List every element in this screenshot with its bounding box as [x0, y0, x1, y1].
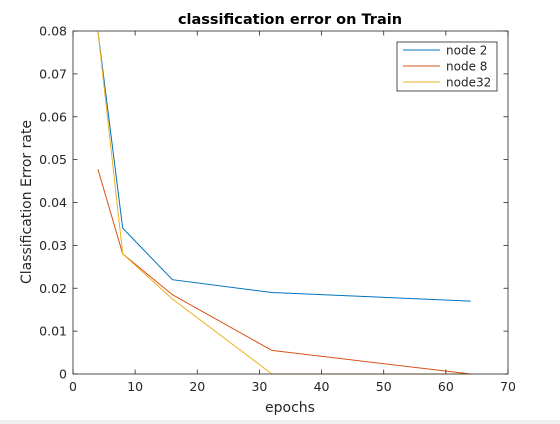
- x-tick-label: 30: [251, 379, 267, 394]
- x-tick-label: 0: [69, 379, 77, 394]
- chart-title: classification error on Train: [178, 12, 402, 28]
- x-tick-label: 40: [314, 379, 330, 394]
- x-ticks: 0 10 20 30 40 50 60 70: [69, 31, 516, 394]
- legend: node 2 node 8 node32: [396, 41, 498, 92]
- y-tick-label: 0.06: [39, 109, 67, 124]
- y-tick-label: 0.07: [39, 66, 67, 81]
- y-tick-label: 0.08: [39, 24, 67, 39]
- y-tick-label: 0: [59, 367, 67, 382]
- x-axis-label: epochs: [265, 400, 315, 416]
- x-tick-label: 70: [500, 379, 516, 394]
- series-line-node2: [97, 30, 471, 302]
- legend-label: node32: [446, 76, 491, 90]
- series-line-node8: [97, 168, 471, 375]
- legend-label: node 2: [446, 44, 487, 58]
- legend-label: node 8: [446, 60, 487, 74]
- y-tick-label: 0.03: [39, 238, 67, 253]
- y-tick-label: 0.02: [39, 281, 67, 296]
- x-tick-label: 20: [189, 379, 205, 394]
- y-ticks: 0 0.01 0.02 0.03 0.04 0.05 0.06 0.07 0.08: [39, 24, 508, 382]
- y-tick-label: 0.01: [39, 324, 67, 339]
- x-tick-label: 60: [438, 379, 454, 394]
- y-axis-label: Classification Error rate: [19, 120, 35, 284]
- x-tick-label: 10: [127, 379, 143, 394]
- y-tick-label: 0.04: [39, 195, 67, 210]
- x-tick-label: 50: [376, 379, 392, 394]
- y-tick-label: 0.05: [39, 152, 67, 167]
